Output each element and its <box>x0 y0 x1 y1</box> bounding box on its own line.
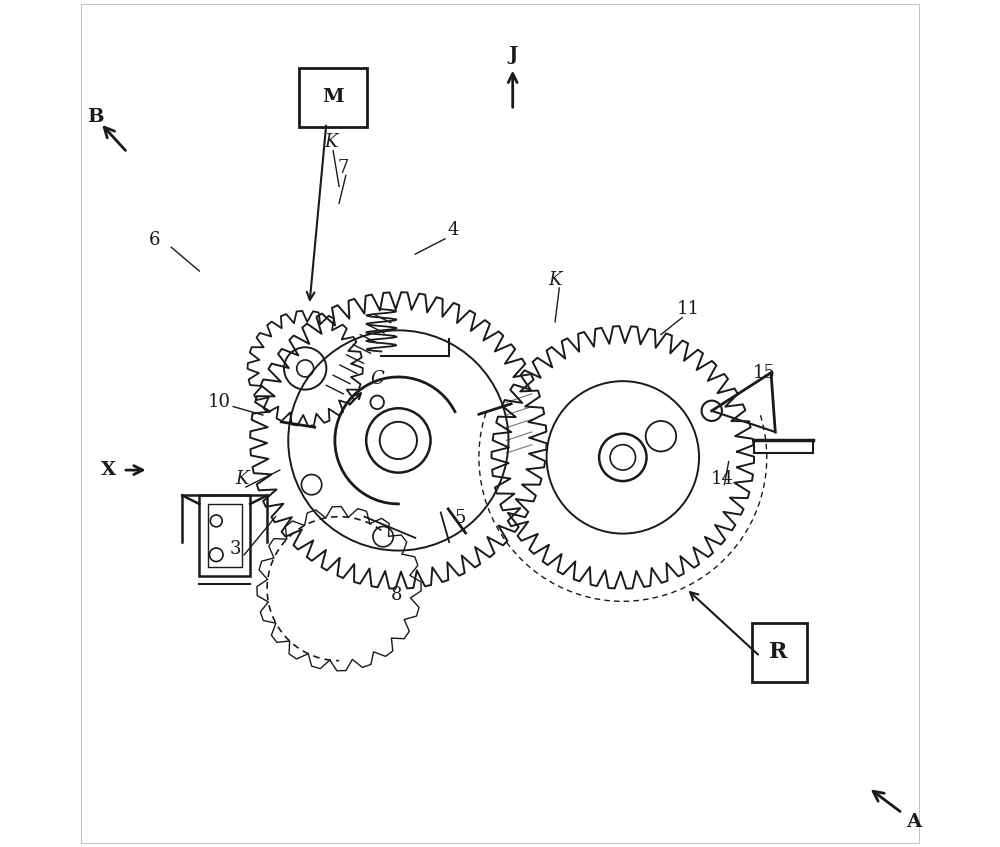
Text: A: A <box>906 812 921 831</box>
Text: 7: 7 <box>338 158 349 177</box>
Text: 15: 15 <box>753 363 776 382</box>
Text: 4: 4 <box>448 221 459 240</box>
Text: 14: 14 <box>710 469 733 488</box>
Text: R: R <box>769 641 788 663</box>
Text: K: K <box>548 270 562 289</box>
Text: K: K <box>235 469 248 488</box>
Text: X: X <box>101 461 116 479</box>
Text: 8: 8 <box>391 585 402 604</box>
Text: C: C <box>370 370 384 389</box>
Text: K: K <box>324 133 337 152</box>
Text: M: M <box>322 88 344 107</box>
Text: 11: 11 <box>677 300 700 318</box>
Bar <box>199 495 250 576</box>
Text: B: B <box>87 108 103 126</box>
Bar <box>208 504 242 567</box>
Text: J: J <box>508 46 517 64</box>
Text: 6: 6 <box>149 230 160 249</box>
Text: 10: 10 <box>207 393 230 412</box>
Text: 5: 5 <box>455 509 466 528</box>
Text: 3: 3 <box>230 540 241 558</box>
